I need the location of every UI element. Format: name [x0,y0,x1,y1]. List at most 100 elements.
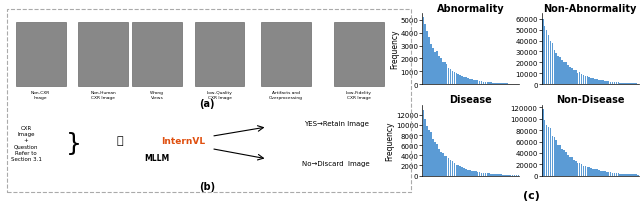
Bar [438,149,440,176]
Text: (a): (a) [199,99,215,109]
Bar [623,174,625,176]
Bar [550,41,551,85]
Bar [442,63,444,85]
Bar [582,166,584,176]
Bar [600,81,602,85]
Text: MLLM: MLLM [145,153,170,162]
Bar [618,174,619,176]
Bar [593,79,594,85]
Bar [440,59,442,85]
Bar [461,167,463,176]
Bar [334,23,384,87]
Bar [602,171,604,176]
Bar [446,65,447,85]
Text: CXR
Image
+
Question
Refer to
Section 3.1: CXR Image + Question Refer to Section 3.… [11,125,42,161]
Text: InternVL: InternVL [161,136,205,145]
Bar [467,170,468,176]
Bar [424,25,426,85]
Bar [620,83,621,85]
Text: Non-CXR
Image: Non-CXR Image [31,90,51,99]
Bar [477,81,479,85]
Text: (c): (c) [523,190,540,200]
Bar [616,83,617,85]
Bar [471,171,473,176]
Bar [454,73,455,85]
Bar [446,156,447,176]
Bar [473,171,475,176]
Text: Wrong
Views: Wrong Views [150,90,164,99]
Bar [563,63,565,85]
Bar [621,83,623,85]
Bar [579,163,580,176]
Bar [548,127,549,176]
Bar [438,56,440,85]
Y-axis label: Frequency: Frequency [390,30,399,69]
Bar [504,84,506,85]
Bar [554,51,555,85]
Bar [552,44,553,85]
Bar [488,83,490,85]
Bar [561,149,563,176]
Bar [492,83,494,85]
Bar [588,78,590,85]
Bar [486,82,488,85]
Bar [78,23,128,87]
Bar [584,166,586,176]
Bar [436,144,438,176]
Bar [569,68,571,85]
Bar [629,174,631,176]
Text: YES→Retain Image: YES→Retain Image [303,120,369,126]
Bar [575,71,577,85]
Bar [506,175,508,176]
Bar [608,172,609,176]
Bar [471,80,473,85]
Bar [577,73,579,85]
Bar [484,173,486,176]
Bar [502,84,504,85]
Bar [610,173,611,176]
Bar [584,77,586,85]
Bar [625,174,627,176]
Bar [452,161,453,176]
Bar [557,57,559,85]
Bar [454,163,455,176]
Bar [580,164,582,176]
Bar [424,119,426,176]
Bar [596,170,598,176]
Bar [629,84,631,85]
Bar [195,23,244,87]
Bar [450,160,451,176]
Bar [586,77,588,85]
Bar [508,84,509,85]
Bar [494,83,496,85]
Bar [559,146,561,176]
Bar [506,84,508,85]
Bar [604,81,605,85]
Bar [458,75,459,85]
Bar [614,173,615,176]
Bar [590,78,592,85]
Bar [593,169,594,176]
Bar [633,84,635,85]
Bar [508,175,509,176]
Title: Non-Disease: Non-Disease [556,95,625,105]
Bar [440,152,442,176]
Text: 🔥: 🔥 [116,135,123,145]
Bar [500,84,502,85]
Bar [430,45,432,85]
Bar [542,20,543,85]
Text: (b): (b) [199,181,215,191]
Bar [498,174,500,176]
Bar [510,84,511,85]
Bar [479,172,481,176]
Bar [542,109,543,176]
Bar [463,168,465,176]
Bar [512,175,513,176]
Bar [15,23,65,87]
Bar [426,126,428,176]
Bar [595,80,596,85]
Bar [422,18,424,85]
Bar [516,175,517,176]
Bar [598,171,600,176]
Bar [621,174,623,176]
